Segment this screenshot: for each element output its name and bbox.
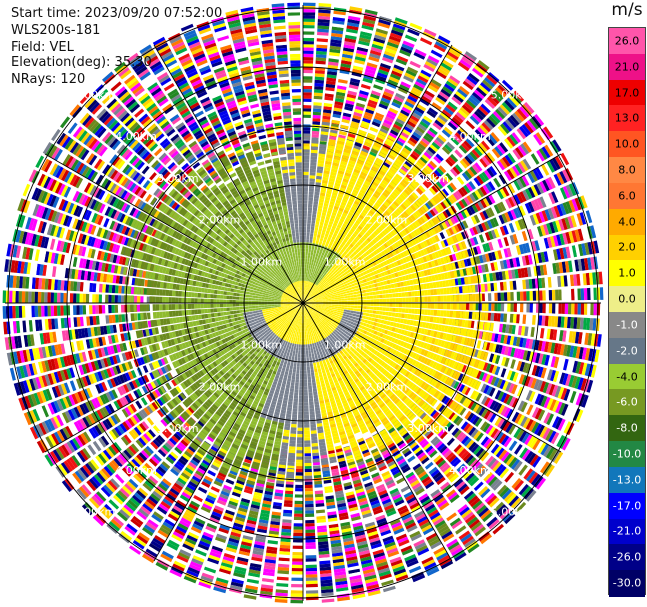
colorbar-unit: m/s	[611, 0, 643, 20]
colorbar-segment	[609, 131, 645, 159]
field-label: Field: VEL	[11, 40, 74, 55]
colorbar-tick-label: -4.0	[616, 370, 638, 384]
colorbar-segment	[609, 28, 645, 55]
ring-labels: 1.00km 1.00km 1.00km 1.00km 2.00km 2.00km 2.00…	[74, 88, 533, 518]
signal-layer	[120, 119, 494, 487]
colorbar-tick-label: 1.0	[618, 266, 636, 280]
range-label: 4.00km	[115, 130, 157, 143]
colorbar-tick-label: 21.0	[614, 60, 640, 74]
colorbar-segment	[609, 466, 645, 494]
azimuth-line	[153, 44, 453, 562]
range-label: 1.00km	[241, 339, 283, 352]
range-label: 3.00km	[407, 422, 449, 435]
range-label: 5.00km	[74, 88, 116, 101]
range-label: 1.00km	[324, 339, 366, 352]
range-label: 5.00km	[491, 506, 533, 519]
colorbar-tick-label: -30.0	[612, 576, 642, 590]
range-label: 1.00km	[241, 255, 283, 268]
colorbar-segment	[609, 312, 645, 339]
colorbar-segment	[609, 363, 645, 391]
colorbar-segment	[609, 337, 645, 365]
colorbar-tick-label: -26.0	[612, 550, 642, 564]
elevation-label: Elevation(deg): 35.30	[11, 55, 152, 70]
colorbar-segment	[609, 182, 645, 210]
start-time: Start time: 2023/09/20 07:52:00	[11, 6, 223, 21]
colorbar-tick-label: -10.0	[612, 447, 642, 461]
range-label: 2.00km	[199, 380, 241, 393]
colorbar-tick-label: -8.0	[616, 421, 638, 435]
range-label: 3.00km	[157, 422, 199, 435]
range-label: 2.00km	[366, 214, 408, 227]
colorbar-segment	[609, 157, 645, 184]
colorbar-segment	[609, 286, 645, 313]
range-grid	[5, 5, 601, 601]
colorbar-tick-label: 17.0	[614, 86, 640, 100]
colorbar-tick-label: -17.0	[612, 499, 642, 513]
colorbar-tick-label: 8.0	[618, 163, 636, 177]
range-label: 5.00km	[491, 88, 533, 101]
colorbar-tick-label: 13.0	[614, 111, 640, 125]
colorbar-tick-label: -21.0	[612, 524, 642, 538]
colorbar-segment	[609, 208, 645, 236]
range-label: 1.00km	[324, 255, 366, 268]
colorbar-tick-label: -2.0	[616, 344, 638, 358]
colorbar-segment	[609, 79, 645, 107]
range-label: 4.00km	[449, 130, 491, 143]
colorbar-segment	[609, 544, 645, 572]
range-label: 2.00km	[366, 380, 408, 393]
nrays-label: NRays: 120	[11, 72, 86, 87]
colorbar-segment	[609, 570, 645, 597]
range-label: 3.00km	[157, 172, 199, 185]
colorbar-tick-label: 6.0	[618, 189, 636, 203]
colorbar-segment	[609, 415, 645, 443]
colorbar-segment	[609, 260, 645, 288]
colorbar-tick-label: -6.0	[616, 395, 638, 409]
colorbar-tick-label: 10.0	[614, 137, 640, 151]
colorbar-segment	[609, 441, 645, 468]
colorbar-tick-label: 4.0	[618, 215, 636, 229]
noise-layer	[2, 2, 604, 604]
colorbar-tick-label: -1.0	[616, 318, 638, 332]
colorbar-tick-label: -13.0	[612, 473, 642, 487]
colorbar-tick-label: 26.0	[614, 34, 640, 48]
range-label: 4.00km	[449, 464, 491, 477]
instrument-name: WLS200s-181	[11, 23, 101, 38]
colorbar: 26.0 21.0 17.0 13.0 10.0 8.0 6.0 4.0 2.0 1.0 0.0 -1…	[608, 27, 646, 597]
colorbar-tick-label: 0.0	[618, 292, 636, 306]
colorbar-segment	[609, 234, 645, 262]
range-label: 2.00km	[199, 214, 241, 227]
colorbar-segment	[609, 389, 645, 417]
colorbar-segment	[609, 518, 645, 546]
range-label: 3.00km	[407, 172, 449, 185]
colorbar-segment	[609, 105, 645, 133]
colorbar-segment	[609, 53, 645, 81]
colorbar-tick-label: 2.0	[618, 240, 636, 254]
range-label: 4.00km	[115, 464, 157, 477]
range-label: 5.00km	[74, 506, 116, 519]
colorbar-segment	[609, 492, 645, 520]
